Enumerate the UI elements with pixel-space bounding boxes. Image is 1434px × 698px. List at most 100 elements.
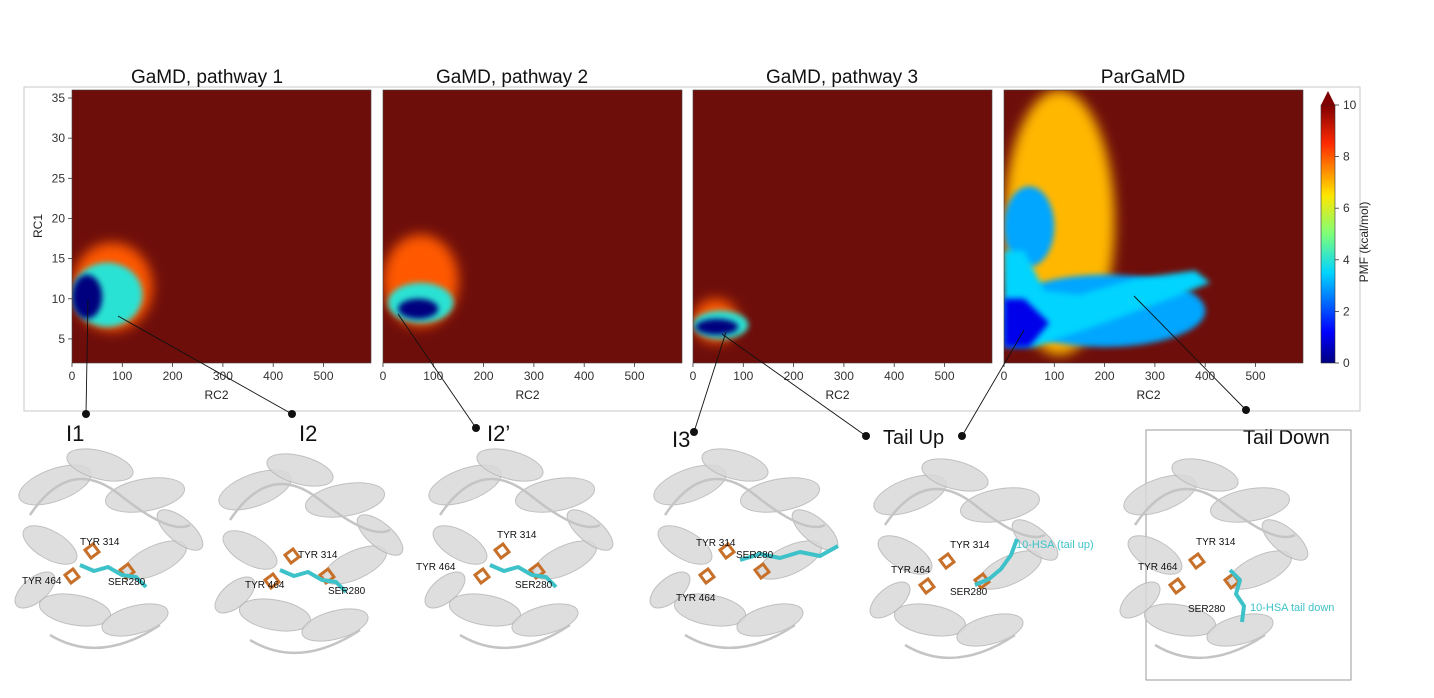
residue-label: TYR 314 [950, 540, 990, 551]
ligand-sticks [974, 538, 1019, 587]
helix-ribbon [22, 525, 78, 565]
helix-ribbon [956, 613, 1024, 647]
residue-label: TYR 314 [1196, 537, 1236, 548]
leader-marker [862, 432, 870, 440]
ligand-label: 10-HSA tail down [1250, 602, 1334, 614]
x-tick-label: 400 [263, 369, 283, 383]
residue-sticks [1167, 576, 1187, 596]
helix-ribbon [156, 509, 204, 551]
helix-ribbon [657, 525, 713, 565]
loop [1133, 487, 1296, 539]
x-tick-label: 0 [690, 369, 697, 383]
residue-sticks [917, 576, 937, 596]
y-tick-label: 10 [52, 292, 66, 306]
helix-ribbon [356, 514, 404, 556]
x-tick-label: 200 [784, 369, 804, 383]
helix-ribbon [105, 477, 185, 513]
x-tick-label: 100 [733, 369, 753, 383]
loop [684, 623, 796, 650]
x-tick-label: 500 [313, 369, 333, 383]
helix-ribbon [266, 453, 334, 487]
helix-ribbon [1206, 613, 1274, 647]
x-tick-label: 200 [1095, 369, 1115, 383]
helix-ribbon [877, 535, 933, 575]
helix-ribbon [424, 571, 466, 609]
leader-marker [82, 410, 90, 418]
structure-label-i2: I2 [299, 421, 317, 446]
panel-title-1: GaMD, pathway 1 [131, 67, 283, 88]
helix-ribbon [301, 608, 369, 642]
x-tick-label: 200 [163, 369, 183, 383]
basin-leader-lines [82, 295, 1250, 440]
helix-ribbon [101, 603, 169, 637]
helix-ribbon [1210, 487, 1290, 523]
leader-line [961, 329, 1025, 437]
loop [28, 477, 191, 529]
colorbar-tick-label: 0 [1343, 356, 1350, 370]
pmf-region [72, 274, 103, 319]
x-tick-label: 500 [624, 369, 644, 383]
x-axis-label: RC2 [515, 388, 539, 402]
helix-ribbon [38, 593, 112, 627]
loop [228, 482, 391, 534]
colorbar-tick-label: 4 [1343, 253, 1350, 267]
helix-ribbon [649, 571, 691, 609]
ligand-sticks [1228, 568, 1246, 623]
helix-ribbon [238, 598, 312, 632]
y-axis-label: RC1 [31, 214, 45, 238]
residue-label: SER280 [736, 550, 774, 561]
panel-title-3: GaMD, pathway 3 [766, 67, 918, 88]
structure-label-i1: I1 [66, 421, 84, 446]
protein-structure-tail-up: TYR 314 TYR 464 SER280 10-HSA (tail up) [869, 458, 1094, 660]
x-tick-label: 0 [380, 369, 387, 383]
ligand-sticks [739, 544, 839, 562]
colorbar-label: PMF (kcal/mol) [1357, 202, 1371, 283]
helix-ribbon [14, 571, 56, 609]
residue-label: SER280 [950, 587, 988, 598]
pmf-region-tail-up-basin [1004, 298, 1050, 347]
pmf-region [695, 318, 739, 335]
ligand-label: 10-HSA (tail up) [1016, 539, 1094, 551]
helix-ribbon [566, 509, 614, 551]
ligand-sticks [489, 563, 558, 589]
helix-ribbon [432, 525, 488, 565]
colorbar: 0 2 4 6 8 10 PMF (kcal/mol) [1320, 91, 1371, 370]
heatmap-panel-pargamd: 0 100 200 300 400 500 RC2 [1001, 89, 1304, 402]
x-tick-label: 500 [934, 369, 954, 383]
ligand-sticks [79, 563, 148, 589]
helix-ribbon [960, 487, 1040, 523]
x-tick-label: 100 [112, 369, 132, 383]
residue-sticks [937, 551, 957, 571]
loop [663, 477, 826, 529]
residue-sticks [472, 566, 492, 586]
structure-label-tail-up: Tail Up [883, 427, 944, 449]
residue-label: TYR 314 [80, 537, 120, 548]
helix-ribbon [511, 603, 579, 637]
residue-label: SER280 [328, 586, 366, 597]
y-tick-label: 15 [52, 252, 66, 266]
residue-sticks [282, 546, 302, 566]
x-axis-label: RC2 [204, 388, 228, 402]
residue-label: TYR 464 [1138, 562, 1178, 573]
pmf-region-tail-down-valley [1004, 250, 1211, 347]
helix-ribbon [1011, 519, 1059, 561]
x-tick-label: 400 [884, 369, 904, 383]
ligand-sticks [279, 568, 348, 594]
helix-ribbon [214, 576, 256, 614]
protein-structure-tail-down: TYR 314 TYR 464 SER280 10-HSA tail down [1119, 458, 1334, 660]
x-tick-label: 0 [1001, 369, 1008, 383]
y-tick-label: 20 [52, 211, 66, 225]
plot-frame [1003, 89, 1304, 364]
leader-line [721, 333, 867, 437]
helix-ribbon [515, 477, 595, 513]
colorbar-tick-label: 10 [1343, 98, 1357, 112]
loop [438, 477, 601, 529]
residue-label: TYR 464 [416, 562, 456, 573]
loop [1154, 633, 1266, 660]
x-tick-label: 500 [1245, 369, 1265, 383]
panel-title-4: ParGaMD [1101, 67, 1185, 88]
